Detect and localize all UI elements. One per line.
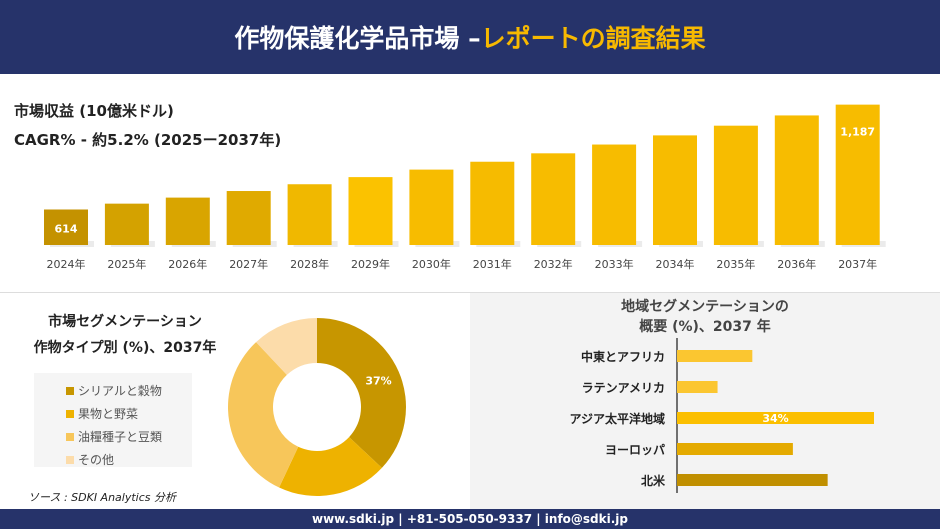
year-label: 2035年 (716, 257, 755, 271)
legend-label: シリアルと穀物 (78, 384, 162, 398)
year-label: 2026年 (168, 257, 207, 271)
region-bar (677, 443, 793, 455)
donut-slice (317, 318, 406, 468)
revenue-chart: 市場収益 (10億米ドル) CAGR% - 約5.2% (2025ー2037年)… (0, 74, 940, 292)
year-label: 2028年 (290, 257, 329, 271)
region-value-label: 34% (762, 412, 788, 425)
segment-subtitle: 作物タイプ別 (%)、2037年 (33, 340, 217, 356)
region-subtitle: 概要 (%)、2037 年 (639, 319, 771, 335)
source-note: ソース : SDKI Analytics 分析 (28, 491, 177, 504)
year-label: 2031年 (473, 257, 512, 271)
year-label: 2024年 (47, 257, 86, 271)
revenue-title: 市場収益 (10億米ドル) (14, 102, 174, 120)
region-label: 中東とアフリカ (581, 349, 665, 364)
region-bar (677, 350, 753, 362)
segment-title: 市場セグメンテーション (48, 314, 202, 330)
year-label: 2034年 (656, 257, 695, 271)
legend-label: 果物と野菜 (78, 407, 139, 421)
legend-item: その他 (66, 448, 192, 471)
revenue-bar (287, 184, 332, 245)
revenue-bar (104, 203, 149, 245)
region-bar (677, 381, 718, 393)
revenue-bar (653, 135, 697, 245)
year-label: 2030年 (412, 257, 451, 271)
year-label: 2037年 (838, 257, 877, 271)
legend-item: 果物と野菜 (66, 402, 192, 425)
revenue-bar (348, 177, 393, 245)
donut-slice (227, 342, 299, 488)
legend-swatch (66, 409, 74, 418)
legend-swatch (66, 386, 74, 395)
slice-label: 37% (365, 374, 391, 387)
legend-item: シリアルと穀物 (66, 379, 192, 402)
revenue-bar (409, 169, 454, 245)
legend-swatch (66, 432, 74, 441)
legend-item: 油糧種子と豆類 (66, 425, 192, 448)
donut-legend: シリアルと穀物 果物と野菜油糧種子と豆類 その他 (34, 373, 192, 467)
revenue-bar (774, 115, 819, 245)
region-label: 北米 (641, 473, 666, 488)
revenue-bar (835, 104, 880, 245)
region-label: ラテンアメリカ (582, 381, 665, 395)
revenue-bar (713, 125, 758, 245)
crop-type-segment: 市場セグメンテーション 作物タイプ別 (%)、2037年 シリアルと穀物 果物と野… (0, 292, 470, 509)
revenue-bars: 2024年 614 2025年 2026年 2027年 2028年 2029年 2030年 20… (44, 104, 886, 271)
bar-value-label: 1,187 (840, 126, 875, 139)
revenue-bar (531, 153, 576, 245)
bar-value-label: 614 (55, 222, 78, 235)
legend-swatch (66, 455, 74, 464)
revenue-bar (592, 144, 637, 245)
year-label: 2033年 (595, 257, 634, 271)
region-title: 地域セグメンテーションの (621, 299, 789, 315)
year-label: 2036年 (777, 257, 816, 271)
title-main: 作物保護化学品市場 – (234, 24, 481, 53)
year-label: 2032年 (534, 257, 573, 271)
report-header: 作物保護化学品市場 – レポートの調査結果 (0, 0, 940, 74)
region-segment: 地域セグメンテーションの 概要 (%)、2037 年 中東とアフリカ ラテンアメリカ… (470, 292, 940, 509)
region-bar (677, 474, 828, 486)
revenue-bar (470, 161, 515, 245)
revenue-bar (44, 209, 88, 245)
revenue-bar (165, 197, 210, 245)
year-label: 2025年 (107, 257, 146, 271)
contact-footer: www.sdki.jp | +81-505-050-9337 | info@sd… (0, 509, 940, 529)
year-label: 2029年 (351, 257, 390, 271)
crop-donut: 37% (227, 318, 406, 496)
title-accent: レポートの調査結果 (480, 24, 706, 53)
region-label: ヨーロッパ (605, 443, 665, 457)
year-label: 2027年 (229, 257, 268, 271)
region-bar (677, 412, 874, 424)
donut-slice (256, 318, 317, 375)
revenue-bar (226, 191, 271, 245)
region-label: アジア太平洋地域 (569, 411, 665, 426)
legend-label: その他 (78, 453, 115, 467)
cagr-subtitle: CAGR% - 約5.2% (2025ー2037年) (14, 131, 282, 149)
legend-label: 油糧種子と豆類 (78, 430, 163, 444)
donut-slice (279, 437, 382, 496)
